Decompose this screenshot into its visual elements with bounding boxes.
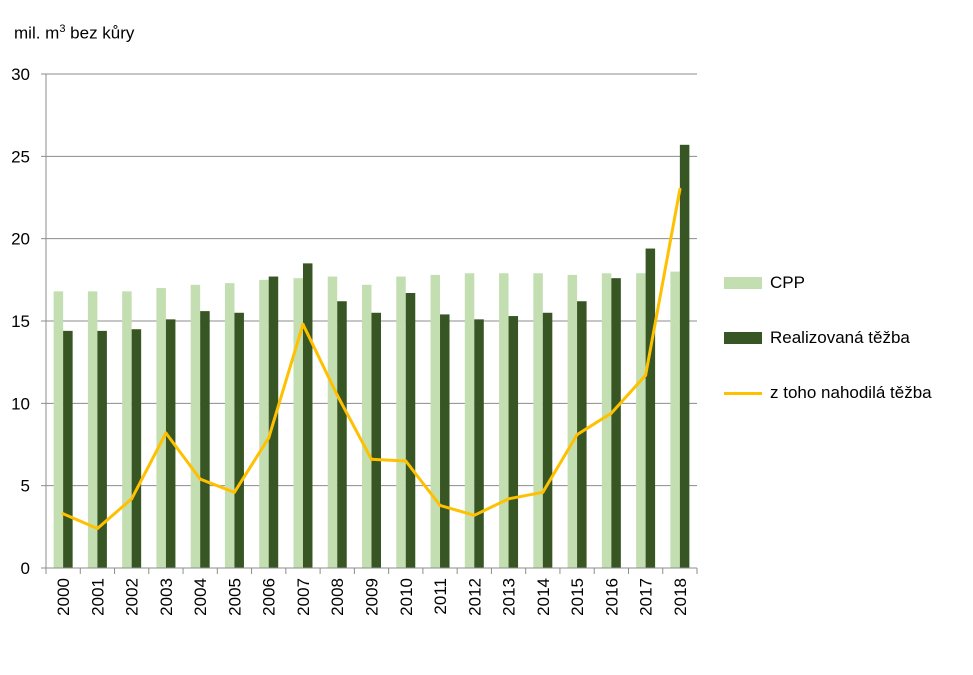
point-nahodila-tezba-2008 xyxy=(335,393,339,397)
x-tick-label-2000: 2000 xyxy=(54,578,73,616)
legend-item-realizovana-tezba: Realizovaná těžba xyxy=(724,325,932,351)
bar-realizovaná-těžba-2018 xyxy=(679,144,690,568)
point-nahodila-tezba-2006 xyxy=(267,436,271,440)
x-tick-label-2006: 2006 xyxy=(260,578,279,616)
bar-cpp-2016 xyxy=(601,273,612,568)
bar-cpp-2006 xyxy=(259,279,269,568)
legend-label-nahodila-tezba: z toho nahodilá těžba xyxy=(770,383,932,402)
point-nahodila-tezba-2004 xyxy=(198,477,202,481)
point-nahodila-tezba-2000 xyxy=(61,512,65,516)
x-tick-label-2012: 2012 xyxy=(465,578,484,616)
legend-label-cpp: CPP xyxy=(770,273,805,292)
y-tick-label-5: 5 xyxy=(21,477,30,496)
point-nahodila-tezba-2014 xyxy=(541,490,545,494)
bar-realizovaná-těžba-2016 xyxy=(611,278,621,568)
x-tick-label-2007: 2007 xyxy=(294,578,313,616)
bar-cpp-2000 xyxy=(53,291,64,568)
bar-realizovaná-těžba-2012 xyxy=(474,319,484,568)
y-axis-unit-label: mil. m3 bez kůry xyxy=(14,23,135,43)
bar-realizovaná-těžba-2015 xyxy=(577,301,587,568)
point-nahodila-tezba-2011 xyxy=(438,503,442,507)
y-tick-label-15: 15 xyxy=(11,312,30,331)
bar-realizovaná-těžba-2004 xyxy=(200,311,210,568)
point-nahodila-tezba-2018 xyxy=(678,187,682,191)
bar-realizovaná-těžba-2002 xyxy=(131,329,142,568)
point-nahodila-tezba-2017 xyxy=(644,373,648,377)
bar-cpp-2005 xyxy=(224,283,235,568)
legend-swatch-realizovana-tezba xyxy=(724,332,762,344)
bar-realizovaná-těžba-2014 xyxy=(542,312,553,568)
bar-cpp-2009 xyxy=(362,284,372,568)
y-tick-label-25: 25 xyxy=(11,147,30,166)
point-nahodila-tezba-2015 xyxy=(575,433,579,437)
bar-cpp-2018 xyxy=(670,271,680,568)
bar-cpp-2004 xyxy=(190,284,201,568)
x-tick-label-2009: 2009 xyxy=(363,578,382,616)
point-nahodila-tezba-2013 xyxy=(507,497,511,501)
legend-swatch-nahodila-tezba xyxy=(724,391,762,395)
bar-cpp-2003 xyxy=(156,288,166,568)
point-nahodila-tezba-2016 xyxy=(609,411,613,415)
x-tick-label-2004: 2004 xyxy=(191,578,210,616)
bar-realizovaná-těžba-2009 xyxy=(371,312,381,568)
x-tick-label-2017: 2017 xyxy=(637,578,656,616)
point-nahodila-tezba-2001 xyxy=(95,526,99,530)
point-nahodila-tezba-2002 xyxy=(130,497,134,501)
x-tick-label-2011: 2011 xyxy=(431,578,450,615)
bar-realizovaná-těžba-2003 xyxy=(165,319,176,568)
bar-realizovaná-těžba-2005 xyxy=(234,312,244,568)
bar-realizovaná-těžba-2017 xyxy=(645,248,656,568)
x-tick-label-2008: 2008 xyxy=(328,578,347,616)
point-nahodila-tezba-2007 xyxy=(301,322,305,326)
bar-cpp-2014 xyxy=(533,273,543,568)
bar-realizovaná-těžba-2011 xyxy=(440,314,450,568)
legend-item-nahodila-tezba: z toho nahodilá těžba xyxy=(724,380,932,406)
bar-cpp-2010 xyxy=(396,276,406,568)
legend-label-realizovana-tezba: Realizovaná těžba xyxy=(770,328,910,347)
bar-realizovaná-těžba-2013 xyxy=(508,316,519,568)
y-tick-label-0: 0 xyxy=(21,559,30,578)
bar-realizovaná-těžba-2007 xyxy=(302,263,313,568)
x-tick-label-2018: 2018 xyxy=(671,578,690,616)
y-tick-label-10: 10 xyxy=(11,394,30,413)
bar-cpp-2007 xyxy=(293,278,303,568)
y-tick-label-30: 30 xyxy=(11,65,30,84)
bar-cpp-2017 xyxy=(636,273,646,568)
bar-realizovaná-těžba-2001 xyxy=(97,330,107,568)
bar-cpp-2011 xyxy=(430,274,441,568)
legend-swatch-cpp xyxy=(724,277,762,289)
bar-cpp-2013 xyxy=(499,273,509,568)
x-tick-label-2010: 2010 xyxy=(397,578,416,616)
x-tick-label-2003: 2003 xyxy=(157,578,176,616)
point-nahodila-tezba-2005 xyxy=(232,490,236,494)
legend: CPP Realizovaná těžba z toho nahodilá tě… xyxy=(724,270,932,435)
legend-item-cpp: CPP xyxy=(724,270,932,296)
point-nahodila-tezba-2009 xyxy=(370,457,373,461)
x-tick-label-2016: 2016 xyxy=(602,578,621,616)
x-tick-label-2005: 2005 xyxy=(225,578,244,616)
x-tick-label-2001: 2001 xyxy=(88,578,107,616)
y-tick-label-20: 20 xyxy=(11,230,30,249)
point-nahodila-tezba-2012 xyxy=(472,513,476,517)
bar-realizovaná-těžba-2008 xyxy=(337,301,347,568)
bar-cpp-2001 xyxy=(87,291,98,568)
bar-cpp-2015 xyxy=(567,274,578,568)
x-tick-label-2013: 2013 xyxy=(500,578,519,616)
x-tick-label-2014: 2014 xyxy=(534,578,553,616)
bar-realizovaná-těžba-2000 xyxy=(63,330,73,568)
bar-cpp-2002 xyxy=(122,291,132,568)
bar-cpp-2012 xyxy=(464,273,475,568)
bar-cpp-2008 xyxy=(327,276,338,568)
point-nahodila-tezba-2010 xyxy=(404,459,408,463)
point-nahodila-tezba-2003 xyxy=(164,431,168,435)
x-tick-label-2002: 2002 xyxy=(123,578,142,616)
bar-realizovaná-těžba-2010 xyxy=(405,293,416,568)
x-tick-label-2015: 2015 xyxy=(568,578,587,616)
